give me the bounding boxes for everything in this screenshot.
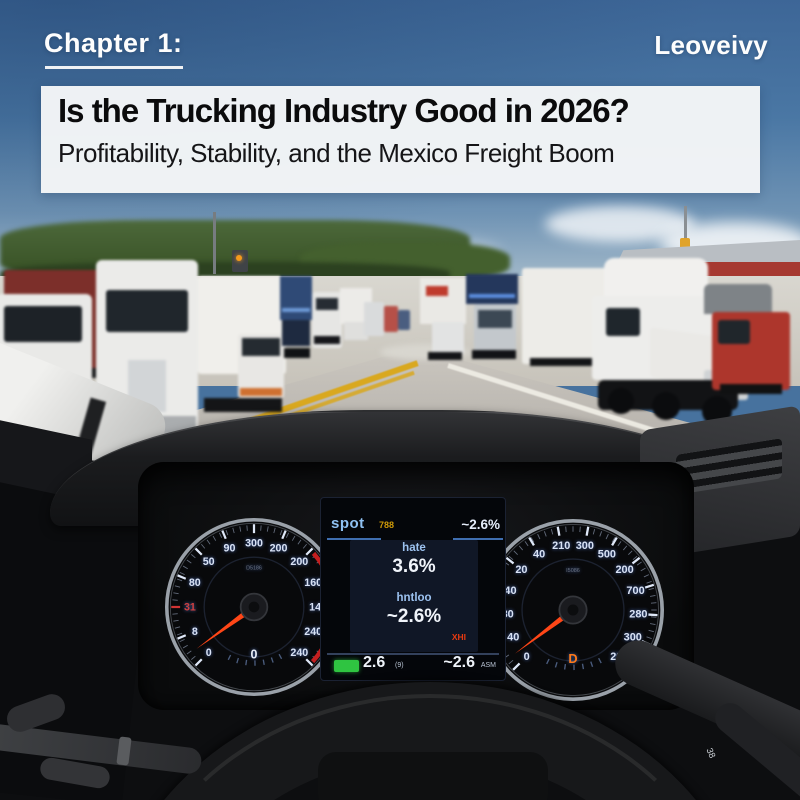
spot-code: 788 — [379, 520, 395, 530]
svg-text:200: 200 — [290, 556, 308, 568]
rate-value: 3.6% — [392, 556, 436, 577]
svg-text:200: 200 — [615, 564, 633, 576]
second-label: hntloo — [396, 592, 432, 604]
windshield — [316, 298, 338, 310]
chapter-label: Chapter 1: — [44, 28, 183, 58]
steering-wheel-highlight — [118, 694, 742, 800]
svg-text:240: 240 — [290, 647, 308, 659]
svg-text:280: 280 — [629, 609, 647, 621]
svg-text:40: 40 — [507, 632, 519, 644]
chapter-underline — [45, 66, 183, 69]
page-title: Is the Trucking Industry Good in 2026? — [58, 92, 630, 129]
svg-text:0: 0 — [206, 647, 212, 659]
svg-text:40: 40 — [533, 549, 545, 561]
cab-front — [282, 320, 310, 346]
traffic-light-lamp — [236, 255, 242, 261]
trailer-box — [420, 278, 466, 324]
rate-label: hate — [402, 542, 426, 554]
svg-text:20: 20 — [515, 564, 527, 576]
info-display: spot 788 ~2.6% hate 3.6% hntloo ~2.6% XH… — [320, 497, 506, 681]
spot-label: spot — [331, 515, 365, 532]
svg-text:D5186: D5186 — [246, 566, 262, 572]
truck-box-white — [198, 272, 288, 414]
windshield — [106, 290, 188, 332]
svg-text:160: 160 — [304, 577, 322, 589]
svg-text:I5086: I5086 — [566, 568, 580, 574]
svg-text:300: 300 — [245, 537, 263, 549]
windshield — [242, 338, 280, 356]
light-bar — [469, 294, 515, 298]
orange-stripe — [240, 388, 282, 396]
truck-wheels — [314, 336, 340, 344]
bottom-right-unit: ASM — [480, 662, 496, 669]
svg-text:210: 210 — [552, 540, 570, 552]
bottom-right-value: ~2.6 — [443, 654, 475, 671]
roof-fairing — [704, 284, 772, 314]
svg-text:0: 0 — [524, 651, 530, 663]
svg-text:0: 0 — [251, 648, 258, 662]
roof-fairing — [604, 258, 708, 302]
truck-wheels — [720, 384, 782, 394]
steering-column — [318, 752, 548, 800]
trailer-box — [280, 276, 312, 320]
truck-blue-box — [466, 274, 520, 360]
page-subtitle: Profitability, Stability, and the Mexico… — [58, 138, 615, 168]
cab-front — [344, 322, 368, 340]
svg-text:31: 31 — [184, 602, 196, 614]
green-indicator — [334, 660, 359, 672]
wheel — [652, 392, 680, 420]
truck-wheels — [428, 352, 462, 360]
svg-text:200: 200 — [270, 542, 288, 554]
svg-text:300: 300 — [576, 540, 594, 552]
truck-wheels — [472, 350, 516, 359]
windshield — [4, 306, 82, 342]
truck-tiny-red — [384, 306, 398, 332]
warning-code: XHI — [451, 632, 466, 642]
display-divider — [327, 653, 499, 655]
second-value: ~2.6% — [386, 606, 442, 627]
svg-text:8: 8 — [192, 626, 198, 638]
truck-white-red-logo — [420, 278, 468, 362]
truck-red — [700, 284, 792, 394]
wheel — [608, 388, 634, 414]
truck-rows — [0, 258, 792, 456]
svg-text:50: 50 — [203, 556, 215, 568]
svg-text:500: 500 — [598, 549, 616, 561]
windshield — [478, 310, 512, 328]
underline-right — [453, 538, 503, 540]
utility-pole — [684, 206, 687, 246]
yellow-sign — [680, 238, 690, 252]
bottom-left-unit: (9) — [395, 662, 404, 669]
door-window — [718, 320, 750, 344]
svg-text:40: 40 — [504, 585, 516, 597]
light-bar — [282, 308, 310, 312]
truck-wheels — [204, 398, 282, 412]
cab-front — [432, 322, 464, 354]
truck-wheels — [530, 358, 600, 366]
utility-pole — [213, 212, 216, 274]
underline-left — [327, 538, 381, 540]
display-top-right-value: ~2.6% — [461, 517, 500, 532]
truck-tiny-blue — [398, 310, 410, 330]
svg-text:90: 90 — [224, 542, 236, 554]
truck-blue — [280, 276, 314, 362]
trailer-box — [466, 274, 518, 304]
red-logo — [426, 286, 448, 296]
bottom-left-value: 2.6 — [363, 654, 386, 671]
svg-text:80: 80 — [189, 577, 201, 589]
truck-wheels — [284, 348, 310, 358]
title-banner: Is the Trucking Industry Good in 2026? P… — [41, 86, 760, 193]
truck-small-white — [312, 292, 342, 348]
truck-tiny — [364, 302, 384, 336]
svg-text:700: 700 — [626, 585, 644, 597]
svg-text:240: 240 — [304, 626, 322, 638]
display-panel: hate 3.6% hntloo ~2.6% XHI — [350, 540, 478, 652]
svg-text:D: D — [568, 651, 577, 666]
brand-logo: Leoveivy — [654, 30, 768, 60]
door-window — [606, 308, 640, 336]
